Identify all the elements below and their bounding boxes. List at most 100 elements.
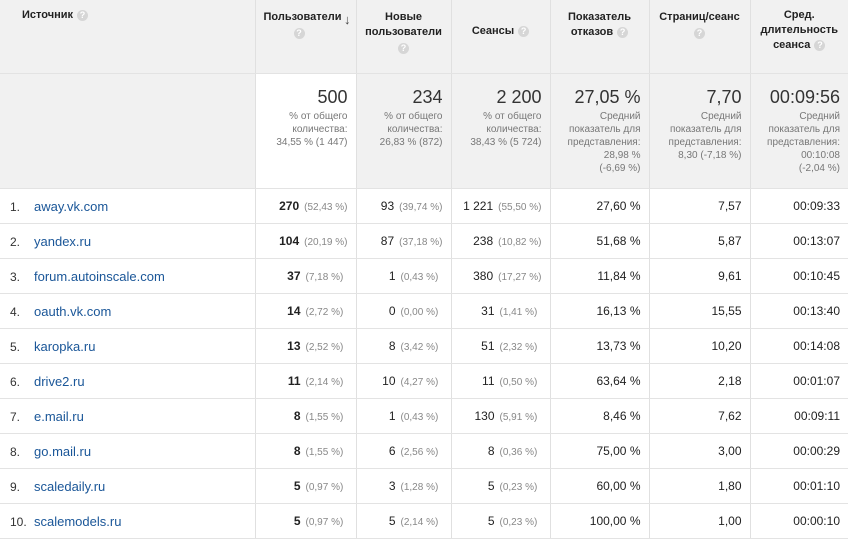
new-users-cell: 5 (2,14 %) — [356, 503, 452, 539]
help-icon[interactable]: ? — [617, 26, 629, 38]
avg-duration-cell: 00:01:10 — [750, 468, 848, 504]
row-number: 5. — [10, 339, 21, 354]
avg-duration-value: 00:13:40 — [793, 304, 840, 318]
new-users-percent: (4,27 %) — [400, 377, 439, 388]
sessions-cell: 11 (0,50 %) — [451, 363, 551, 399]
users-cell: 8 (1,55 %) — [255, 433, 357, 469]
sessions-cell: 8 (0,36 %) — [451, 433, 551, 469]
sessions-percent: (5,91 %) — [499, 412, 538, 423]
users-percent: (2,72 %) — [305, 307, 344, 318]
source-link[interactable]: oauth.vk.com — [34, 303, 112, 319]
avg-duration-cell: 00:09:33 — [750, 188, 848, 224]
column-header-pages-per-session[interactable]: Страниц/сеанс ? — [649, 0, 751, 74]
pages-per-session-cell: 1,80 — [649, 468, 751, 504]
row-number: 2. — [10, 234, 21, 249]
new-users-percent: (0,43 %) — [400, 412, 439, 423]
header-row: Источник? Пользователи ↓ ? Новые пользов… — [0, 0, 848, 74]
column-header-bounce-rate[interactable]: Показатель отказов? — [550, 0, 650, 74]
bounce-rate-value: 16,13 % — [596, 304, 641, 318]
source-link[interactable]: forum.autoinscale.com — [34, 268, 165, 284]
source-link[interactable]: yandex.ru — [34, 233, 92, 249]
users-value: 8 — [293, 409, 301, 423]
sessions-cell: 31 (1,41 %) — [451, 293, 551, 329]
column-header-avg-session-duration[interactable]: Сред. длительность сеанса? — [750, 0, 848, 74]
row-number: 10. — [10, 514, 27, 529]
column-header-label: Сеансы — [471, 25, 515, 37]
users-cell: 8 (1,55 %) — [255, 398, 357, 434]
source-link[interactable]: karopka.ru — [34, 338, 96, 354]
sort-descending-icon[interactable]: ↓ — [344, 12, 351, 27]
totals-avg-session-duration: 00:09:56 Средний показатель для представле… — [750, 73, 848, 189]
sessions-value: 238 — [473, 234, 494, 248]
column-header-sessions[interactable]: Сеансы? — [451, 0, 551, 74]
help-icon[interactable]: ? — [293, 28, 305, 39]
column-header-new-users[interactable]: Новые пользователи ? — [356, 0, 452, 74]
totals-bounce-rate: 27,05 % Средний показатель для представлен… — [550, 73, 650, 189]
pages-per-session-cell: 5,87 — [649, 223, 751, 259]
new-users-percent: (37,18 %) — [399, 237, 443, 248]
table-row: 2. yandex.ru 104 (20,19 %) 87 (37,18 %) 238… — [0, 223, 848, 259]
totals-row: 500 % от общего количества: 34,55 % (1 447… — [0, 73, 848, 189]
users-percent: (52,43 %) — [304, 202, 348, 213]
bounce-rate-cell: 27,60 % — [550, 188, 650, 224]
avg-duration-cell: 00:00:10 — [750, 503, 848, 539]
row-number: 3. — [10, 269, 21, 284]
users-percent: (1,55 %) — [305, 447, 344, 458]
table-row: 7. e.mail.ru 8 (1,55 %) 1 (0,43 %) 130 (5,91… — [0, 398, 848, 434]
sessions-cell: 1 221 (55,50 %) — [451, 188, 551, 224]
users-value: 37 — [287, 269, 301, 283]
column-header-users[interactable]: Пользователи ↓ ? — [255, 0, 357, 74]
pages-per-session-value: 5,87 — [718, 234, 742, 248]
sessions-percent: (0,23 %) — [499, 482, 538, 493]
source-link[interactable]: drive2.ru — [34, 373, 85, 389]
sessions-percent: (55,50 %) — [498, 202, 542, 213]
avg-duration-cell: 00:10:45 — [750, 258, 848, 294]
data-rows: 1. away.vk.com 270 (52,43 %) 93 (39,74 %) 1… — [0, 188, 848, 539]
users-cell: 14 (2,72 %) — [255, 293, 357, 329]
new-users-percent: (2,14 %) — [400, 517, 439, 528]
help-icon[interactable]: ? — [518, 25, 530, 37]
sessions-value: 31 — [481, 304, 495, 318]
sessions-cell: 5 (0,23 %) — [451, 503, 551, 539]
new-users-value: 87 — [380, 234, 395, 248]
column-header-source[interactable]: Источник? — [0, 0, 256, 74]
sessions-value: 5 — [487, 514, 495, 528]
new-users-value: 1 — [388, 269, 396, 283]
source-link[interactable]: go.mail.ru — [34, 443, 92, 459]
sessions-cell: 380 (17,27 %) — [451, 258, 551, 294]
source-link[interactable]: away.vk.com — [34, 198, 109, 214]
bounce-rate-value: 60,00 % — [596, 479, 641, 493]
bounce-rate-value: 51,68 % — [596, 234, 641, 248]
new-users-percent: (1,28 %) — [400, 482, 439, 493]
bounce-rate-value: 13,73 % — [596, 339, 641, 353]
avg-duration-value: 00:00:29 — [793, 444, 840, 458]
sessions-cell: 130 (5,91 %) — [451, 398, 551, 434]
total-caption: % от общего количества: 26,83 % (872) — [379, 111, 443, 148]
users-value: 104 — [279, 234, 300, 248]
source-link[interactable]: scaledaily.ru — [34, 478, 106, 494]
new-users-cell: 0 (0,00 %) — [356, 293, 452, 329]
sessions-cell: 51 (2,32 %) — [451, 328, 551, 364]
new-users-value: 8 — [388, 339, 396, 353]
bounce-rate-cell: 60,00 % — [550, 468, 650, 504]
source-link[interactable]: e.mail.ru — [34, 408, 84, 424]
source-link[interactable]: scalemodels.ru — [34, 513, 122, 529]
help-icon[interactable]: ? — [398, 43, 409, 54]
total-caption: Средний показатель для представления: 8,30 … — [668, 111, 742, 161]
column-header-label: Сред. длительность сеанса — [760, 9, 838, 51]
pages-per-session-value: 1,80 — [718, 479, 742, 493]
help-icon[interactable]: ? — [77, 9, 89, 21]
sessions-percent: (17,27 %) — [498, 272, 542, 283]
totals-pages-per-session: 7,70 Средний показатель для представления:… — [649, 73, 751, 189]
sessions-percent: (0,23 %) — [499, 517, 538, 528]
table-row: 8. go.mail.ru 8 (1,55 %) 6 (2,56 %) 8 (0,36 … — [0, 433, 848, 469]
help-icon[interactable]: ? — [814, 39, 826, 51]
help-icon[interactable]: ? — [694, 28, 705, 39]
users-percent: (0,97 %) — [305, 482, 344, 493]
totals-sessions: 2 200 % от общего количества: 38,43 % (5 7… — [451, 73, 551, 189]
bounce-rate-cell: 75,00 % — [550, 433, 650, 469]
avg-duration-value: 00:09:33 — [793, 199, 840, 213]
bounce-rate-value: 100,00 % — [589, 514, 641, 528]
new-users-cell: 87 (37,18 %) — [356, 223, 452, 259]
